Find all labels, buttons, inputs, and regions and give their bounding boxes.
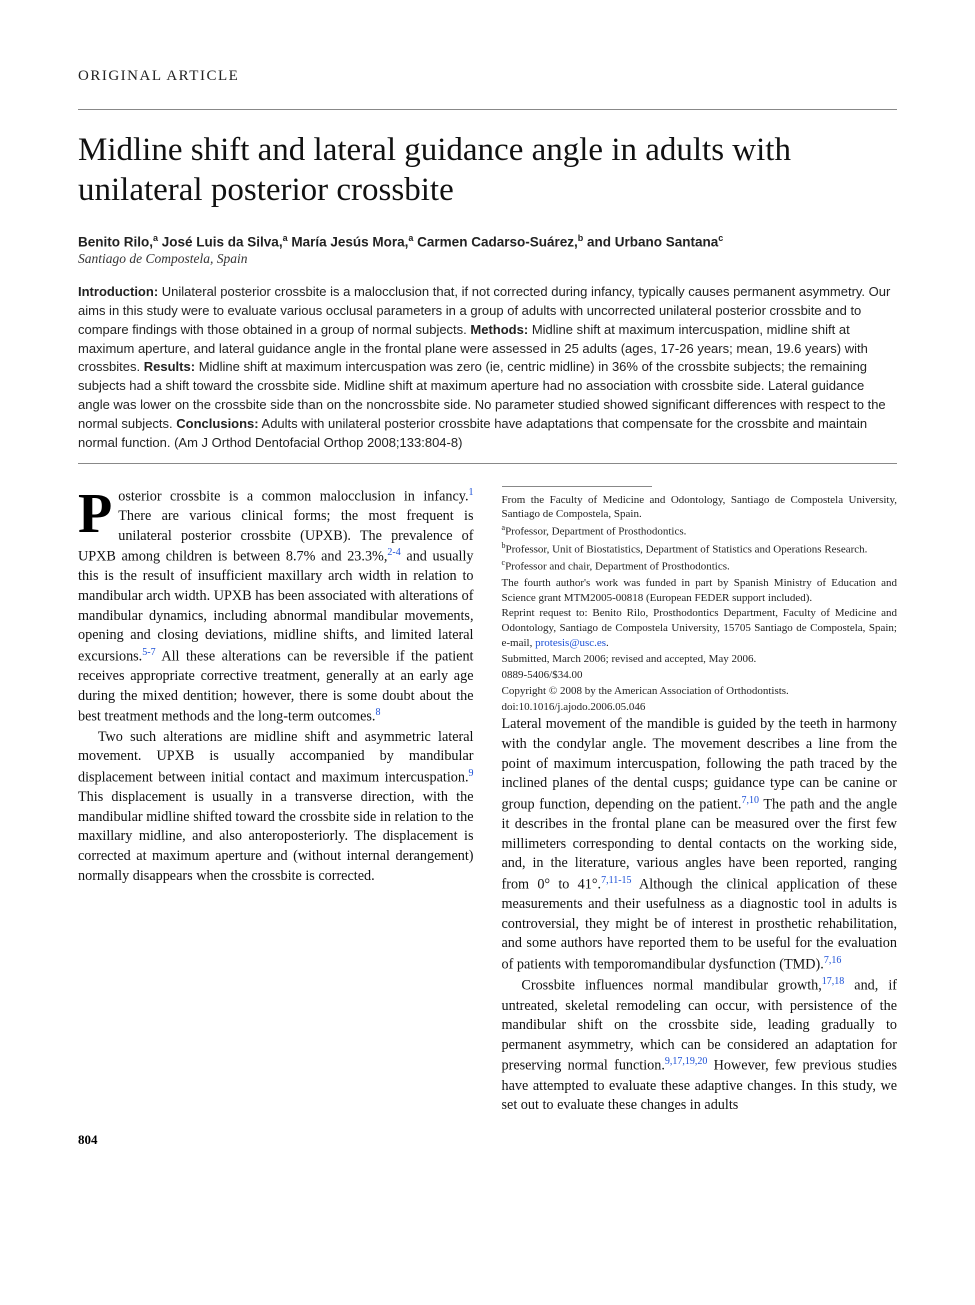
footnote-funding: The fourth author's work was funded in p… <box>502 576 898 606</box>
footnote-affil-a: aProfessor, Department of Prosthodontics… <box>502 523 898 540</box>
affiliation-line: Santiago de Compostela, Spain <box>78 251 897 267</box>
divider-top <box>78 109 897 110</box>
abstract-block: Introduction: Unilateral posterior cross… <box>78 283 897 453</box>
footnote-reprint: Reprint request to: Benito Rilo, Prostho… <box>502 606 898 651</box>
citation-link[interactable]: 8 <box>375 707 380 718</box>
page-number: 804 <box>78 1132 897 1148</box>
abstract-results-label: Results: <box>144 359 195 374</box>
body-para-2: Two such alterations are midline shift a… <box>78 728 474 886</box>
footnotes-block: From the Faculty of Medicine and Odontol… <box>502 486 898 715</box>
citation-link[interactable]: 1 <box>469 487 474 498</box>
abstract-intro-label: Introduction: <box>78 284 158 299</box>
footnote-from: From the Faculty of Medicine and Odontol… <box>502 493 898 523</box>
citation-link[interactable]: 5-7 <box>142 647 155 658</box>
body-text: This displacement is usually in a transv… <box>78 789 474 883</box>
citation-link[interactable]: 7,10 <box>741 795 759 806</box>
body-text: osterior crossbite is a common malocclus… <box>118 488 468 504</box>
footnote-submitted: Submitted, March 2006; revised and accep… <box>502 652 898 667</box>
citation-link[interactable]: 7,11-15 <box>601 875 631 886</box>
body-text: Two such alterations are midline shift a… <box>78 729 474 786</box>
citation-link[interactable]: 9 <box>469 768 474 779</box>
footnote-issn: 0889-5406/$34.00 <box>502 668 898 683</box>
footnote-affil-c: cProfessor and chair, Department of Pros… <box>502 558 898 575</box>
citation-link[interactable]: 17,18 <box>822 976 845 987</box>
citation-link[interactable]: 9,17,19,20 <box>665 1056 708 1067</box>
article-title: Midline shift and lateral guidance angle… <box>78 130 897 211</box>
abstract-methods-label: Methods: <box>470 322 528 337</box>
body-text: and usually this is the result of insuff… <box>78 549 474 665</box>
divider-abstract <box>78 463 897 464</box>
body-para-4: Crossbite influences normal mandibular g… <box>502 975 898 1116</box>
dropcap: P <box>78 486 118 538</box>
footnote-doi: doi:10.1016/j.ajodo.2006.05.046 <box>502 700 898 715</box>
author-line: Benito Rilo,a José Luis da Silva,a María… <box>78 233 897 250</box>
abstract-concl-label: Conclusions: <box>176 416 258 431</box>
footnote-copyright: Copyright © 2008 by the American Associa… <box>502 684 898 699</box>
article-type-label: ORIGINAL ARTICLE <box>78 68 897 85</box>
body-para-1: Posterior crossbite is a common malocclu… <box>78 486 474 728</box>
footnote-affil-b: bProfessor, Unit of Biostatistics, Depar… <box>502 541 898 558</box>
footnote-rule <box>502 486 652 487</box>
body-para-3: Lateral movement of the mandible is guid… <box>502 715 898 975</box>
citation-link[interactable]: 2-4 <box>387 547 400 558</box>
body-text: Crossbite influences normal mandibular g… <box>521 978 821 994</box>
citation-link[interactable]: 7,16 <box>824 955 842 966</box>
email-link[interactable]: protesis@usc.es <box>535 637 606 649</box>
body-columns: Posterior crossbite is a common malocclu… <box>78 486 897 1116</box>
